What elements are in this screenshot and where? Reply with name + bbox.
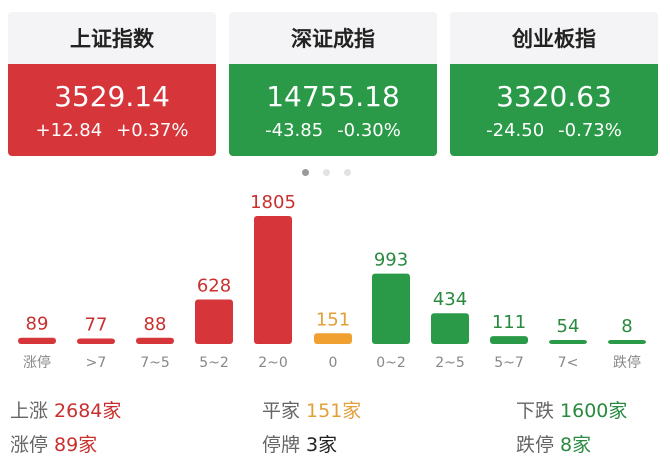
stat-value: 89家: [54, 434, 98, 456]
bar-category-label: 2~0: [258, 355, 288, 371]
bar-category-label: 涨停: [23, 354, 51, 371]
stat-label: 平家: [262, 400, 301, 422]
market-summary: 上涨 2684家 平家 151家 下跌 1600家 涨停 89家 停牌 3家 跌…: [0, 392, 670, 472]
index-value: 3529.14: [54, 79, 170, 113]
bar-4: [254, 216, 292, 344]
index-percent: -0.30%: [337, 119, 401, 141]
bar-value-label: 89: [26, 314, 49, 335]
bar-6: [372, 273, 410, 344]
bar-value-label: 1805: [250, 192, 296, 213]
bar-9: [549, 340, 587, 344]
bar-value-label: 77: [85, 315, 108, 336]
bar-7: [431, 313, 469, 344]
stat-value: 1600家: [560, 400, 628, 422]
index-name: 上证指数: [8, 12, 216, 64]
bar-0: [18, 337, 56, 344]
stat-limit-up: 涨停 89家: [10, 430, 97, 457]
stat-label: 停牌: [262, 434, 301, 456]
change-distribution-chart: 89 涨停 77 >7 88 7~5 628 5~2 1805 2~0 151 0 993 0~2 434 2…: [18, 192, 646, 371]
index-card-chinext[interactable]: 创业板指 3320.63 -24.50 -0.73%: [450, 12, 658, 156]
stat-label: 下跌: [516, 400, 555, 422]
bar-value-label: 111: [492, 312, 526, 333]
index-name: 创业板指: [450, 12, 658, 64]
stat-suspended: 停牌 3家: [262, 430, 337, 457]
stat-label: 跌停: [516, 434, 555, 456]
index-quote: 3529.14 +12.84 +0.37%: [8, 64, 216, 156]
index-quote: 3320.63 -24.50 -0.73%: [450, 64, 658, 156]
bar-value-label: 88: [144, 314, 167, 335]
stat-value: 151家: [306, 400, 362, 422]
bar-value-label: 434: [433, 289, 467, 310]
bar-category-label: 7<: [558, 355, 579, 371]
stat-flat: 平家 151家: [262, 396, 361, 423]
bar-value-label: 628: [197, 275, 231, 296]
index-percent: +0.37%: [116, 119, 189, 141]
index-change: -43.85: [265, 119, 324, 141]
bar-1: [77, 338, 115, 344]
bar-5: [314, 333, 352, 344]
bar-2: [136, 337, 174, 344]
stat-value: 2684家: [54, 400, 122, 422]
page-dot[interactable]: [302, 169, 309, 176]
page-indicator[interactable]: [302, 169, 351, 176]
index-value: 3320.63: [496, 79, 612, 113]
stat-value: 8家: [560, 434, 592, 456]
stat-value: 3家: [306, 434, 338, 456]
index-value: 14755.18: [266, 79, 400, 113]
bar-8: [490, 336, 528, 344]
bar-category-label: 0~2: [376, 355, 406, 371]
index-quote: 14755.18 -43.85 -0.30%: [229, 64, 437, 156]
bar-category-label: 7~5: [140, 355, 170, 371]
bar-value-label: 54: [557, 316, 580, 337]
stat-label: 涨停: [10, 434, 49, 456]
bar-value-label: 151: [316, 309, 350, 330]
index-change: +12.84: [35, 119, 103, 141]
bar-3: [195, 299, 233, 344]
page-dot[interactable]: [323, 169, 330, 176]
index-card-sse[interactable]: 上证指数 3529.14 +12.84 +0.37%: [8, 12, 216, 156]
stat-limit-down: 跌停 8家: [516, 430, 591, 457]
bar-category-label: 5~7: [494, 355, 524, 371]
bar-value-label: 8: [621, 316, 632, 337]
bar-category-label: 5~2: [199, 355, 229, 371]
stat-up: 上涨 2684家: [10, 396, 121, 423]
page-dot[interactable]: [344, 169, 351, 176]
index-card-szse[interactable]: 深证成指 14755.18 -43.85 -0.30%: [229, 12, 437, 156]
bar-value-label: 993: [374, 250, 408, 271]
bar-category-label: 跌停: [613, 354, 641, 371]
bar-10: [608, 340, 646, 344]
index-change: -24.50: [486, 119, 545, 141]
stat-label: 上涨: [10, 400, 49, 422]
bar-category-label: 0: [329, 355, 338, 371]
index-name: 深证成指: [229, 12, 437, 64]
index-percent: -0.73%: [558, 119, 622, 141]
bar-category-label: >7: [86, 355, 107, 371]
stat-down: 下跌 1600家: [516, 396, 627, 423]
bar-category-label: 2~5: [435, 355, 465, 371]
